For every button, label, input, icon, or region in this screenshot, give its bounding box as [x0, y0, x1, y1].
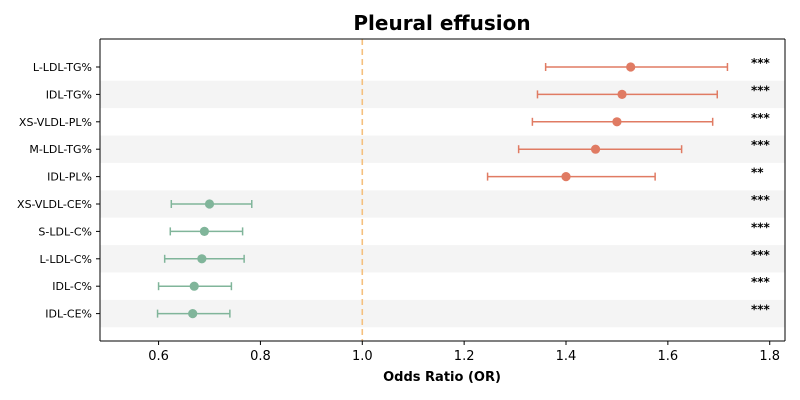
or-point [612, 117, 622, 127]
y-tick-label: IDL-PL% [47, 171, 92, 184]
chart-title: Pleural effusion [353, 11, 530, 35]
y-tick-label: IDL-CE% [45, 308, 92, 321]
forest-row [169, 226, 244, 236]
x-tick-label: 1.4 [556, 349, 577, 364]
forest-row [163, 254, 245, 264]
or-point [199, 226, 210, 236]
forest-row [157, 281, 233, 291]
significance-label: *** [751, 275, 771, 289]
y-tick-label: XS-VLDL-CE% [17, 198, 92, 211]
x-tick-label: 1.8 [759, 349, 780, 364]
x-tick-label: 0.6 [148, 349, 169, 364]
y-tick-label: XS-VLDL-PL% [19, 116, 92, 129]
forest-row [536, 89, 719, 99]
x-tick-label: 0.8 [250, 349, 271, 364]
significance-label: *** [751, 303, 771, 317]
significance-label: *** [751, 56, 771, 70]
y-tick-label: M-LDL-TG% [29, 143, 92, 156]
y-tick-label: L-LDL-C% [39, 253, 92, 266]
significance-label: *** [751, 83, 771, 97]
x-axis-label: Odds Ratio (OR) [383, 370, 501, 385]
forest-row [170, 199, 253, 209]
forest-row [544, 62, 729, 72]
significance-label: *** [751, 193, 771, 207]
y-tick-label: S-LDL-C% [38, 225, 92, 238]
or-point [617, 89, 627, 99]
y-tick-label: IDL-C% [52, 280, 92, 293]
plot-marks: ***************************** [156, 56, 771, 319]
or-point [197, 254, 207, 264]
significance-label: *** [751, 111, 771, 125]
or-point [626, 62, 636, 72]
significance-label: *** [751, 248, 771, 262]
forest-row [486, 172, 656, 182]
or-point [561, 172, 571, 182]
significance-label: ** [751, 166, 764, 180]
or-point [188, 309, 198, 319]
x-tick-label: 1.6 [658, 349, 679, 364]
significance-label: *** [751, 138, 771, 152]
or-point [590, 144, 601, 154]
forest-row [517, 144, 683, 154]
y-tick-label: IDL-TG% [46, 88, 92, 101]
or-point [204, 199, 215, 209]
axes: L-LDL-TG% IDL-TG% XS-VLDL-PL% M-LDL-TG% IDL-… [17, 38, 786, 364]
x-tick-label: 1.2 [454, 349, 475, 364]
x-tick-label: 1.0 [352, 349, 373, 364]
y-tick-label: L-LDL-TG% [33, 61, 92, 74]
forest-row [531, 117, 714, 127]
or-point [189, 281, 199, 291]
forest-row [156, 309, 231, 319]
significance-label: *** [751, 220, 771, 234]
